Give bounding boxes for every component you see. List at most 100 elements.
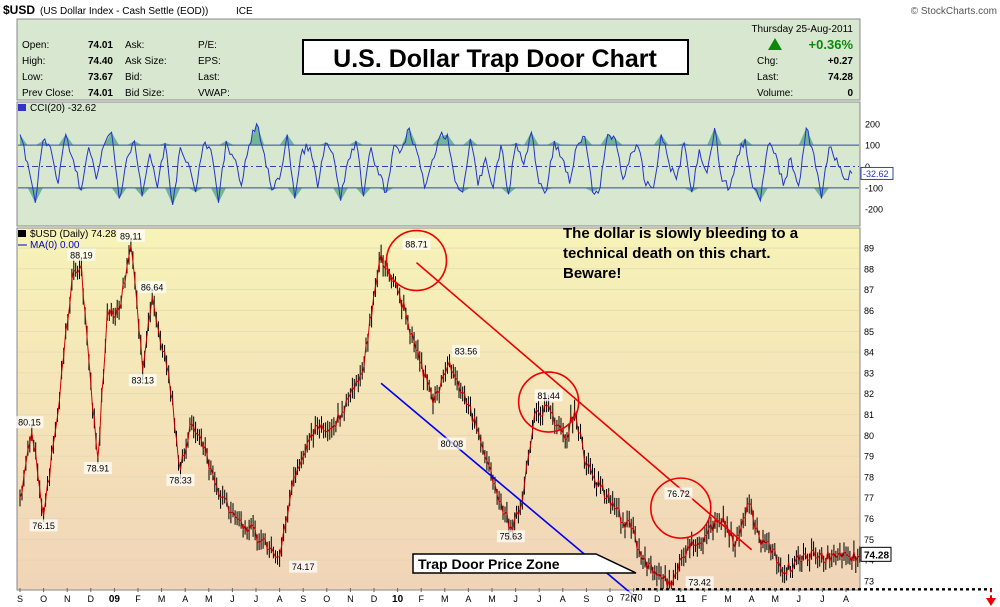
x-tick-label: F <box>135 594 141 604</box>
x-tick-label: D <box>654 594 661 604</box>
price-label: 78.33 <box>169 476 192 486</box>
price-label-bg <box>138 281 167 294</box>
price-label-bg <box>116 229 145 242</box>
price-tick-label: 81 <box>864 410 874 420</box>
x-tick-label: S <box>17 594 23 604</box>
x-tick-label: A <box>182 594 188 604</box>
quote-label: Prev Close: <box>22 88 74 99</box>
x-tick-label: J <box>820 594 825 604</box>
quote-label: Ask: <box>125 40 144 51</box>
x-tick-label: O <box>40 594 47 604</box>
x-tick-label: D <box>88 594 95 604</box>
last-value-box <box>860 546 892 562</box>
x-tick-label: J <box>254 594 259 604</box>
circle-88-71 <box>385 229 448 292</box>
quote-label: Last: <box>198 72 220 83</box>
price-legend-icon <box>18 230 26 237</box>
price-label-bg <box>15 416 44 429</box>
quote-label: Chg: <box>757 56 778 67</box>
price-label-bg <box>402 238 431 251</box>
x-tick-label: S <box>583 594 589 604</box>
cci-legend: CCI(20) -32.62 <box>30 103 97 114</box>
price-label-bg <box>166 474 195 487</box>
x-tick-label: A <box>465 594 471 604</box>
circle-76-72 <box>649 477 712 539</box>
cci-last-label: -32.62 <box>863 169 889 179</box>
price-label: 78.91 <box>87 463 110 473</box>
x-tick-label: J <box>797 594 802 604</box>
trap-door-label-box <box>412 553 637 574</box>
price-label: 86.64 <box>141 283 164 293</box>
price-legend: $USD (Daily) 74.28 <box>30 229 117 240</box>
price-tick-label: 88 <box>864 264 874 274</box>
quote-label: Low: <box>22 72 43 83</box>
price-label-bg <box>534 389 563 402</box>
x-tick-label: J <box>230 594 235 604</box>
price-label-bg <box>437 437 466 450</box>
price-tick-label: 76 <box>864 514 874 524</box>
quote-value: 0 <box>847 88 853 99</box>
quote-label: EPS: <box>198 56 221 67</box>
cci-last-box <box>860 166 894 180</box>
quote-label: Last: <box>757 72 779 83</box>
price-label-bg <box>664 487 693 500</box>
quote-date: Thursday 25-Aug-2011 <box>751 24 853 35</box>
quote-fields: Open: 74.01 High: 74.40 Low: 73.67 Prev Close:… <box>22 40 853 99</box>
price-label: 89.11 <box>120 231 142 241</box>
x-tick-label: A <box>843 594 849 604</box>
quote-value: 73.67 <box>88 72 113 83</box>
quote-label: Open: <box>22 40 49 51</box>
price-tick-label: 82 <box>864 389 874 399</box>
cci-axis: 2001000-100-200-32.62 <box>860 119 894 215</box>
price-label: 88.19 <box>70 250 93 260</box>
x-tick-label: M <box>205 594 213 604</box>
price-label: 75.63 <box>500 532 523 542</box>
price-label: 83.13 <box>131 376 154 386</box>
x-axis: S O N D 09 F M A M J J A S O N D 10 F M A M J J A S O N D 11 F M A M J J A <box>17 588 849 605</box>
price-label-bg <box>29 519 58 532</box>
x-tick-label: D <box>371 594 378 604</box>
price-label: 76.15 <box>32 521 55 531</box>
x-tick-label: N <box>64 594 71 604</box>
price-tick-label: 87 <box>864 285 874 295</box>
price-label: 81.44 <box>537 391 560 401</box>
cci-overbought-fill <box>20 123 852 146</box>
price-tick-label: 84 <box>864 348 874 358</box>
x-tick-label: O <box>323 594 330 604</box>
quote-label: Volume: <box>757 88 793 99</box>
price-label: 80.15 <box>18 418 41 428</box>
x-tick-label: A <box>560 594 566 604</box>
price-label-bg <box>67 248 96 261</box>
price-tick-label: 73 <box>864 576 874 586</box>
x-tick-label: M <box>441 594 449 604</box>
x-tick-label: 10 <box>392 594 404 605</box>
annotation-layer <box>380 229 996 606</box>
symbol: $USD <box>3 3 35 17</box>
circle-81-44 <box>517 371 580 433</box>
x-tick-label: F <box>418 594 424 604</box>
price-labels: 80.15 76.15 88.19 78.91 89.11 83.13 86.64 78.33… <box>15 229 714 604</box>
price-label: 72.70 <box>620 593 643 603</box>
x-tick-label: 09 <box>109 594 121 605</box>
price-tick-label: 79 <box>864 452 874 462</box>
quote-value: 74.40 <box>88 56 113 67</box>
price-label: 76.72 <box>667 489 690 499</box>
up-arrow-icon <box>768 38 782 50</box>
quote-label: P/E: <box>198 40 217 51</box>
price-plot <box>19 237 860 589</box>
chart-title: U.S. Dollar Trap Door Chart <box>333 45 657 73</box>
price-label: 88.71 <box>405 240 428 250</box>
last-value-label: 74.28 <box>864 550 889 561</box>
annotation-line-2: technical death on this chart. <box>563 245 771 262</box>
price-label-bg <box>128 374 157 387</box>
quote-label: High: <box>22 56 45 67</box>
price-label: 83.56 <box>455 347 478 357</box>
x-tick-label: M <box>724 594 732 604</box>
trap-door-label: Trap Door Price Zone <box>418 556 560 572</box>
quote-label: Bid: <box>125 72 142 83</box>
quote-value: 74.28 <box>828 72 853 83</box>
price-tick-label: 78 <box>864 472 874 482</box>
x-tick-label: 11 <box>676 594 687 605</box>
price-label: 80.08 <box>441 439 464 449</box>
